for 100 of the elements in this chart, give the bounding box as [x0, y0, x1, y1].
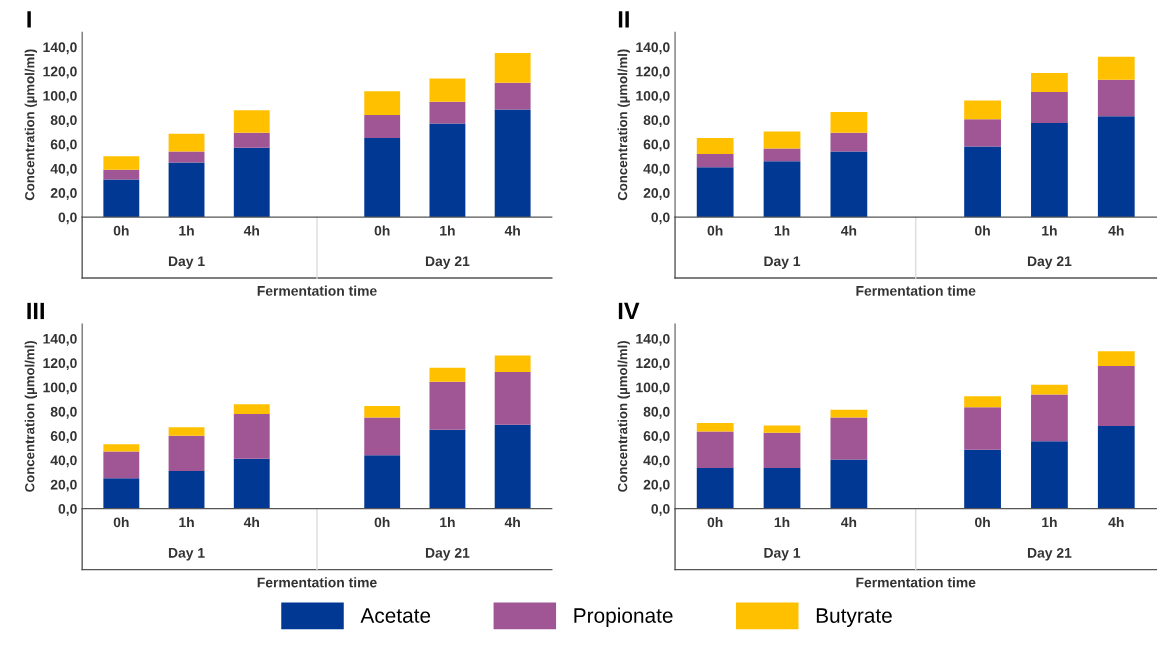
text: Day 1	[168, 548, 205, 561]
x-axis-title: Fermentation time	[257, 577, 377, 588]
x-tick-label: 0h	[374, 225, 390, 236]
y-axis-title: Concentration (µmol/ml)	[24, 340, 38, 492]
y-tick-label: 80,0	[50, 406, 77, 419]
y-tick-label: 0,0	[651, 212, 670, 225]
bar	[1097, 79, 1135, 117]
x-tick-label: 1h	[1042, 517, 1057, 528]
bar	[233, 110, 270, 133]
y-tick-label: 20,0	[643, 479, 670, 492]
x-tick-label: 0h	[975, 517, 990, 528]
bar	[364, 406, 401, 418]
chart-title: IV	[618, 302, 640, 320]
y-tick-label: 60,0	[643, 139, 670, 152]
y-tick-label: 100,0	[43, 90, 77, 103]
x-tick-label: 0h	[975, 225, 990, 236]
bar	[1031, 441, 1068, 509]
text: Day 21	[425, 256, 470, 269]
y-tick-label: 140,0	[43, 42, 77, 55]
bar	[364, 115, 401, 139]
chart-title: III	[27, 302, 44, 320]
bar	[964, 396, 1001, 408]
bar	[429, 78, 466, 102]
bar	[763, 131, 801, 149]
bar	[103, 156, 140, 170]
bar	[494, 109, 531, 218]
y-tick-label: 0,0	[651, 504, 670, 516]
y-tick-label: 140,0	[636, 333, 670, 346]
y-tick-label: 100,0	[636, 90, 670, 103]
bar	[830, 459, 868, 509]
bar	[696, 423, 734, 432]
bar	[494, 53, 531, 83]
bar	[696, 153, 734, 168]
bar	[696, 167, 734, 218]
bar	[364, 417, 401, 456]
text: Day 21	[1027, 256, 1072, 269]
bar	[494, 355, 531, 372]
bar	[1097, 56, 1135, 80]
x-tick-label: 1h	[440, 517, 455, 528]
bar	[103, 179, 140, 218]
bar	[1031, 384, 1068, 395]
text: Day 21	[425, 547, 470, 561]
bar	[429, 367, 466, 382]
bar	[233, 404, 270, 414]
bar	[103, 444, 140, 452]
y-tick-label: 80,0	[643, 115, 670, 128]
bar	[763, 425, 801, 433]
bar	[168, 162, 205, 218]
bar	[964, 407, 1001, 450]
bar	[1097, 351, 1135, 366]
bar	[763, 148, 801, 162]
y-tick-label: 120,0	[43, 358, 77, 371]
y-tick-label: 80,0	[643, 406, 670, 419]
x-tick-label: 4h	[504, 517, 520, 528]
bar	[364, 138, 401, 218]
x-tick-label: 4h	[1108, 225, 1124, 236]
bar	[763, 467, 801, 509]
text: Day 1	[168, 256, 205, 269]
y-tick-label: 40,0	[643, 455, 670, 468]
y-tick-label: 140,0	[43, 333, 77, 346]
bar	[1031, 73, 1068, 92]
x-tick-label: 1h	[179, 517, 194, 528]
bar	[830, 132, 868, 152]
x-tick-label: 0h	[113, 517, 129, 528]
bar	[168, 151, 205, 163]
bar	[696, 431, 734, 468]
x-tick-label: 0h	[707, 517, 723, 528]
bar	[429, 123, 466, 218]
y-axis-title: Concentration (µmol/ml)	[24, 49, 38, 201]
bar	[168, 471, 205, 509]
chart-title: I	[27, 11, 31, 28]
x-tick-label: 0h	[113, 225, 129, 236]
bar	[1097, 426, 1135, 509]
bar	[964, 119, 1001, 147]
x-tick-label: 0h	[707, 225, 723, 236]
y-tick-label: 20,0	[50, 188, 77, 200]
chart-title: II	[618, 11, 629, 28]
bar	[233, 458, 270, 509]
bar	[1031, 122, 1068, 218]
y-tick-label: 80,0	[50, 115, 77, 128]
bar	[830, 417, 868, 460]
y-axis-title: Concentration (µmol/ml)	[617, 340, 630, 492]
x-tick-label: 4h	[504, 225, 520, 236]
x-tick-label: 4h	[1108, 517, 1124, 528]
bar	[964, 100, 1001, 120]
bar	[429, 429, 466, 509]
bar	[763, 432, 801, 468]
y-tick-label: 40,0	[50, 163, 77, 176]
bar	[429, 381, 466, 430]
bar	[830, 111, 868, 133]
bar	[103, 451, 140, 479]
x-axis-title: Fermentation time	[856, 577, 976, 588]
x-tick-label: 4h	[840, 517, 857, 528]
x-axis-title: Fermentation time	[257, 285, 377, 296]
y-tick-label: 120,0	[43, 66, 77, 79]
y-tick-label: 120,0	[636, 358, 670, 371]
bar	[494, 371, 531, 425]
y-tick-label: 60,0	[50, 431, 77, 443]
y-tick-label: 60,0	[50, 139, 77, 152]
text: Day 1	[764, 548, 801, 561]
